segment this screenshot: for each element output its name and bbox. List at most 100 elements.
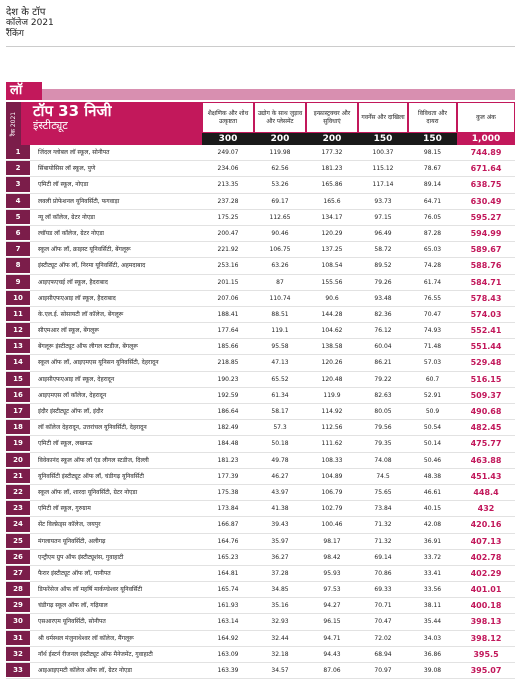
score-cell: 42.08	[423, 521, 442, 529]
score-cell: 52.91	[423, 391, 442, 399]
score-cell: 76.05	[423, 213, 442, 221]
score-cell: 106.75	[269, 246, 291, 254]
table-body: 1 जिंदल ग्लोबल लॉ स्कूल, सोनीपत 249.07 119.…	[6, 145, 515, 680]
score-cell: 104.89	[321, 472, 343, 480]
score-cell: 78.67	[423, 165, 442, 173]
score-cell: 62.56	[271, 165, 289, 173]
column-header-governance: गवर्नेंस और दाखिला	[358, 102, 408, 133]
score-cell: 164.81	[217, 569, 239, 577]
score-cell: 34.03	[423, 634, 442, 642]
score-cell: 173.84	[217, 505, 239, 513]
score-cell: 200.47	[217, 229, 239, 237]
score-cell: 165.74	[217, 586, 239, 594]
score-cell: 213.35	[217, 181, 239, 189]
institute-name: बेंगलूरू इंस्टीट्यूट ऑफ लीगल स्टडीज, बें…	[38, 343, 138, 351]
column-header-industry: उद्योग के साथ जुड़ाव और प्लेसमेंट	[254, 102, 306, 133]
rank-cell: 1	[6, 145, 30, 161]
score-cell: 50.14	[423, 440, 442, 448]
rank-cell: 8	[6, 258, 30, 274]
score-cell: 165.23	[217, 553, 239, 561]
score-cell: 177.32	[321, 149, 343, 156]
score-cell: 41.38	[271, 505, 289, 513]
table-row: 4 लवली प्रोफेशनल यूनिवर्सिटी, फगवाड़ा 237.…	[6, 193, 515, 210]
table-title: टॉप 33 निजी इंस्टीट्यूट	[33, 103, 112, 131]
rank-cell: 18	[6, 420, 30, 436]
score-cell: 119.9	[323, 391, 341, 399]
score-cell: 34.57	[271, 667, 289, 674]
rank-cell: 29	[6, 598, 30, 614]
score-cell: 39.08	[423, 667, 442, 674]
masthead-line-1: देश के टॉप	[6, 7, 46, 18]
score-cell: 33.41	[423, 569, 442, 577]
score-cell: 87.28	[423, 229, 442, 237]
score-cell: 73.84	[374, 505, 392, 513]
table-row: 31 श्री धर्मस्थल मंजुनाथेश्वर लॉ कॉलेज, म…	[6, 630, 515, 647]
score-cell: 33.56	[423, 586, 442, 594]
score-cell: 111.62	[321, 440, 343, 448]
score-cell: 80.05	[374, 408, 392, 415]
masthead: देश के टॉप कॉलेज 2021 रैंकिंग	[6, 7, 54, 39]
score-cell: 94.43	[323, 650, 341, 658]
score-cell: 60.04	[374, 343, 392, 351]
total-score: 475.77	[470, 439, 502, 449]
rank-cell: 21	[6, 468, 30, 484]
total-score: 395.5	[473, 649, 499, 659]
score-cell: 98.15	[423, 149, 442, 156]
ranking-table: रैंक 2021 टॉप 33 निजी इंस्टीट्यूट शैक्षण…	[6, 102, 515, 680]
score-cell: 117.14	[372, 181, 394, 189]
table-row: 9 आइएफएचई लॉ स्कूल, हैदराबाद 201.15 87 155.5…	[6, 274, 515, 291]
rank-cell: 20	[6, 452, 30, 468]
score-cell: 102.79	[321, 505, 343, 513]
score-cell: 181.23	[321, 165, 343, 173]
score-cell: 185.66	[217, 343, 239, 351]
institute-name: एसआरएम यूनिवर्सिटी, सोनीपत	[38, 618, 106, 626]
score-cell: 64.71	[423, 197, 442, 205]
score-cell: 164.76	[217, 537, 239, 545]
total-score: 402.29	[470, 568, 502, 578]
score-cell: 237.28	[217, 197, 239, 205]
score-cell: 201.15	[217, 278, 239, 286]
total-score: 407.13	[470, 536, 502, 546]
section-title: लॉ	[6, 82, 42, 100]
score-cell: 119.1	[271, 327, 289, 335]
score-cell: 161.93	[217, 602, 239, 610]
score-cell: 76.55	[423, 294, 442, 302]
score-cell: 120.29	[321, 229, 343, 237]
score-cell: 57.03	[423, 359, 442, 367]
total-score: 594.99	[470, 228, 502, 238]
total-score: 509.37	[470, 390, 502, 400]
total-score: 552.41	[470, 326, 502, 336]
score-cell: 70.86	[374, 569, 392, 577]
rank-cell: 33	[6, 663, 30, 679]
score-cell: 177.64	[217, 327, 239, 335]
score-cell: 47.13	[271, 359, 289, 367]
rank-cell: 6	[6, 225, 30, 242]
total-score: 529.48	[470, 358, 502, 368]
institute-name: एन्ट्रीएम ग्रुप ऑफ इंस्टीट्यूशंस, गुवाहा…	[38, 553, 124, 561]
institute-name: श्री धर्मस्थल मंजुनाथेश्वर लॉ कॉलेज, मैं…	[38, 634, 134, 642]
table-row: 12 सीएमआर लॉ स्कूल, बेंगलूरू 177.64 119.1 10…	[6, 323, 515, 340]
score-cell: 49.78	[271, 456, 289, 464]
total-score: 398.12	[470, 633, 502, 643]
institute-name: आइसीएफएआइ लॉ स्कूल, हैदराबाद	[38, 294, 116, 302]
score-cell: 86.21	[374, 359, 392, 367]
rank-cell: 4	[6, 193, 30, 209]
score-cell: 63.26	[271, 262, 289, 270]
rank-cell: 14	[6, 355, 30, 371]
score-cell: 53.26	[271, 181, 289, 189]
score-cell: 58.17	[271, 408, 289, 415]
column-max-industry: 200	[254, 133, 306, 145]
score-cell: 43.97	[271, 488, 289, 496]
column-max-infrastructure: 200	[306, 133, 358, 145]
score-cell: 120.48	[321, 375, 343, 383]
table-row: 7 स्कूल ऑफ लॉ, क्राइस्ट यूनिवर्सिटी, बेंग…	[6, 242, 515, 259]
score-cell: 48.38	[423, 472, 442, 480]
score-cell: 163.14	[217, 618, 239, 626]
institute-name: इंस्टीट्यूट ऑफ लॉ, निरमा यूनिवर्सिटी, अह…	[38, 262, 146, 270]
score-cell: 69.33	[374, 586, 392, 594]
score-cell: 74.93	[423, 327, 442, 335]
table-header: रैंक 2021 टॉप 33 निजी इंस्टीट्यूट शैक्षण…	[6, 102, 515, 145]
score-cell: 175.25	[217, 213, 239, 221]
institute-name: फैरार इंस्टीट्यूट ऑफ लॉ, पानीपत	[38, 569, 111, 577]
table-row: 25 मंगलायतन यूनिवर्सिटी, अलीगढ़ 164.76 35.9…	[6, 533, 515, 550]
